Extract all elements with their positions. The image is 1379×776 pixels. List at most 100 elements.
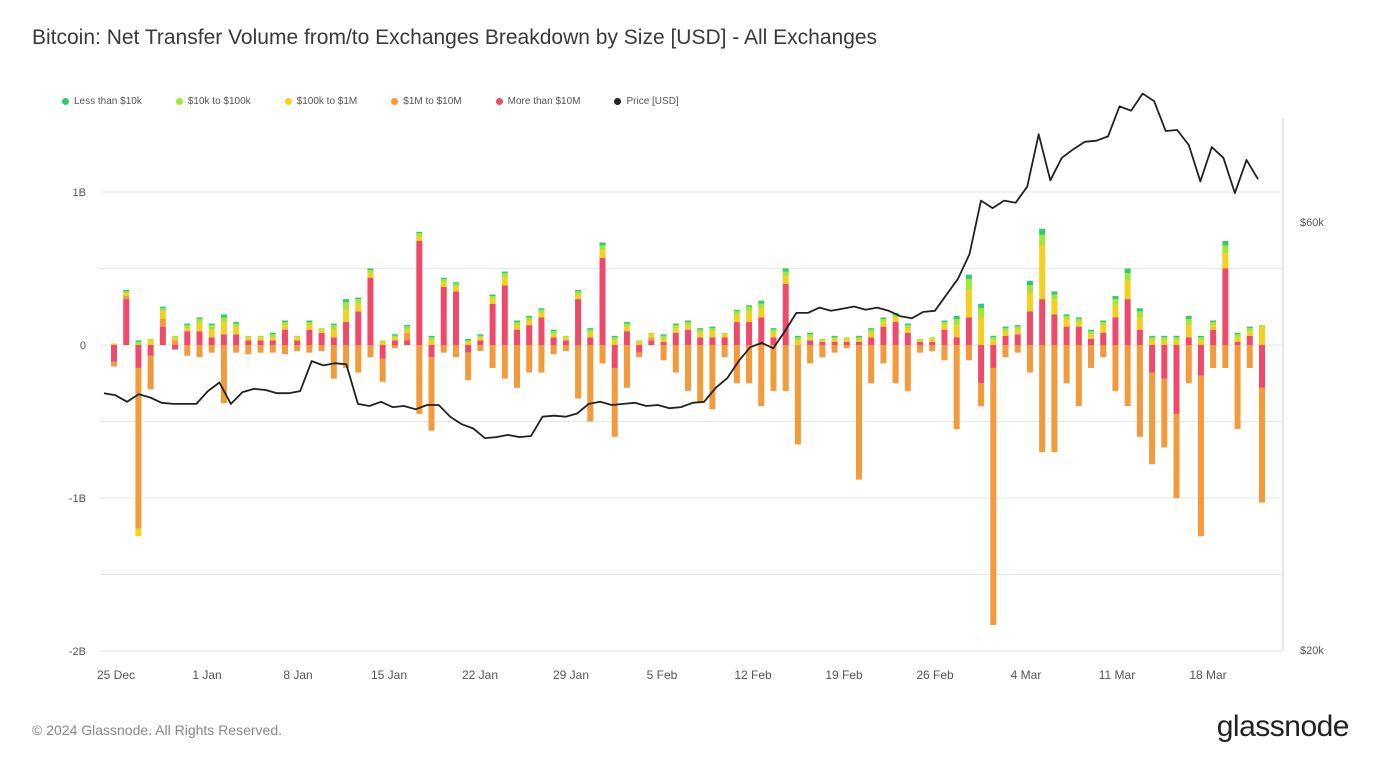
bar-segment bbox=[220, 334, 227, 345]
bar-segment bbox=[306, 325, 313, 330]
legend-item-gt10m[interactable]: More than $10M bbox=[495, 96, 580, 107]
bar-segment bbox=[343, 322, 350, 345]
bar-segment bbox=[489, 345, 496, 368]
bar-segment bbox=[1039, 228, 1046, 235]
bar-segment bbox=[623, 345, 630, 388]
bar-segment bbox=[355, 345, 362, 373]
bar-segment bbox=[648, 337, 655, 341]
bar-segment bbox=[257, 345, 264, 353]
bar-segment bbox=[1210, 325, 1217, 330]
bar-segment bbox=[660, 335, 667, 339]
bar-segment bbox=[318, 345, 325, 352]
legend-swatch bbox=[175, 98, 183, 105]
bar-segment bbox=[220, 317, 227, 323]
bar-segment bbox=[611, 340, 618, 345]
bar-segment bbox=[294, 340, 301, 345]
bar-segment bbox=[1014, 325, 1021, 327]
bar-segment bbox=[953, 325, 960, 338]
bar-segment bbox=[1075, 318, 1082, 323]
legend-item-price[interactable]: Price [USD] bbox=[614, 96, 679, 107]
bar-segment bbox=[709, 328, 716, 332]
bar-segment bbox=[343, 302, 350, 310]
bar-segment bbox=[965, 279, 972, 290]
bar-segment bbox=[1051, 345, 1058, 453]
bar-segment bbox=[1136, 345, 1143, 437]
bar-segment bbox=[269, 334, 276, 338]
bar-segment bbox=[648, 332, 655, 335]
bar-segment bbox=[159, 308, 166, 312]
bar-segment bbox=[1100, 322, 1107, 326]
bar-segment bbox=[843, 338, 850, 342]
bar-segment bbox=[1124, 299, 1131, 345]
bar-segment bbox=[391, 337, 398, 341]
bar-segment bbox=[391, 335, 398, 338]
bar-segment bbox=[709, 326, 716, 329]
bar-segment bbox=[416, 345, 423, 414]
bar-segment bbox=[1173, 340, 1180, 345]
bar-segment bbox=[758, 345, 765, 407]
bar-segment bbox=[538, 308, 545, 310]
bar-segment bbox=[794, 337, 801, 341]
bar-segment bbox=[758, 317, 765, 345]
bar-segment bbox=[990, 340, 997, 345]
bar-segment bbox=[1173, 337, 1180, 341]
bar-segment bbox=[1234, 337, 1241, 342]
bar-segment bbox=[379, 358, 386, 382]
bar-segment bbox=[587, 328, 594, 330]
bar-segment bbox=[990, 335, 997, 338]
bar-segment bbox=[245, 337, 252, 341]
bar-segment bbox=[636, 340, 643, 342]
bar-segment bbox=[1234, 341, 1241, 345]
bar-segment bbox=[1100, 332, 1107, 345]
x-tick-label: 25 Dec bbox=[97, 668, 135, 682]
x-tick-label: 26 Feb bbox=[916, 668, 954, 682]
bar-segment bbox=[770, 337, 777, 345]
bar-segment bbox=[1026, 285, 1033, 293]
bar-segment bbox=[514, 320, 521, 323]
x-tick-label: 22 Jan bbox=[462, 668, 498, 682]
bar-segment bbox=[1088, 329, 1095, 332]
bar-segment bbox=[636, 345, 643, 353]
bar-segment bbox=[196, 345, 203, 358]
bar-segment bbox=[318, 328, 325, 330]
bar-segment bbox=[1149, 335, 1156, 338]
bar-segment bbox=[672, 332, 679, 345]
bar-segment bbox=[941, 320, 948, 323]
bar-segment bbox=[208, 337, 215, 345]
bar-segment bbox=[465, 345, 472, 353]
bar-segment bbox=[1088, 345, 1095, 368]
bar-segment bbox=[611, 337, 618, 341]
bar-segment bbox=[660, 341, 667, 345]
bar-segment bbox=[904, 345, 911, 391]
bar-segment bbox=[636, 352, 643, 358]
bar-segment bbox=[550, 337, 557, 345]
bar-segment bbox=[538, 309, 545, 313]
bar-segment bbox=[855, 345, 862, 480]
bar-segment bbox=[489, 296, 496, 300]
legend-item-lt10k[interactable]: Less than $10k bbox=[62, 96, 142, 107]
bar-segment bbox=[550, 331, 557, 335]
bar-segment bbox=[1197, 375, 1204, 537]
bar-segment bbox=[1136, 317, 1143, 330]
bar-segment bbox=[1002, 326, 1009, 329]
bar-segment bbox=[428, 357, 435, 431]
bar-segment bbox=[965, 345, 972, 361]
bar-segment bbox=[1173, 335, 1180, 338]
legend-item-1m-10m[interactable]: $1M to $10M bbox=[391, 96, 462, 107]
bar-segment bbox=[172, 340, 179, 345]
bar-segment bbox=[733, 309, 740, 312]
bar-segment bbox=[233, 334, 240, 345]
bar-segment bbox=[208, 325, 215, 330]
bar-segment bbox=[794, 340, 801, 345]
legend-swatch bbox=[391, 98, 399, 105]
bar-segment bbox=[440, 282, 447, 287]
legend-item-10k-100k[interactable]: $10k to $100k bbox=[175, 96, 251, 107]
bar-segment bbox=[281, 320, 288, 323]
bar-segment bbox=[367, 277, 374, 345]
legend-label: $10k to $100k bbox=[187, 96, 251, 107]
legend-item-100k-1m[interactable]: $100k to $1M bbox=[284, 96, 357, 107]
bar-segment bbox=[648, 334, 655, 338]
bar-segment bbox=[746, 306, 753, 312]
bar-segment bbox=[868, 337, 875, 345]
bar-segment bbox=[709, 331, 716, 338]
